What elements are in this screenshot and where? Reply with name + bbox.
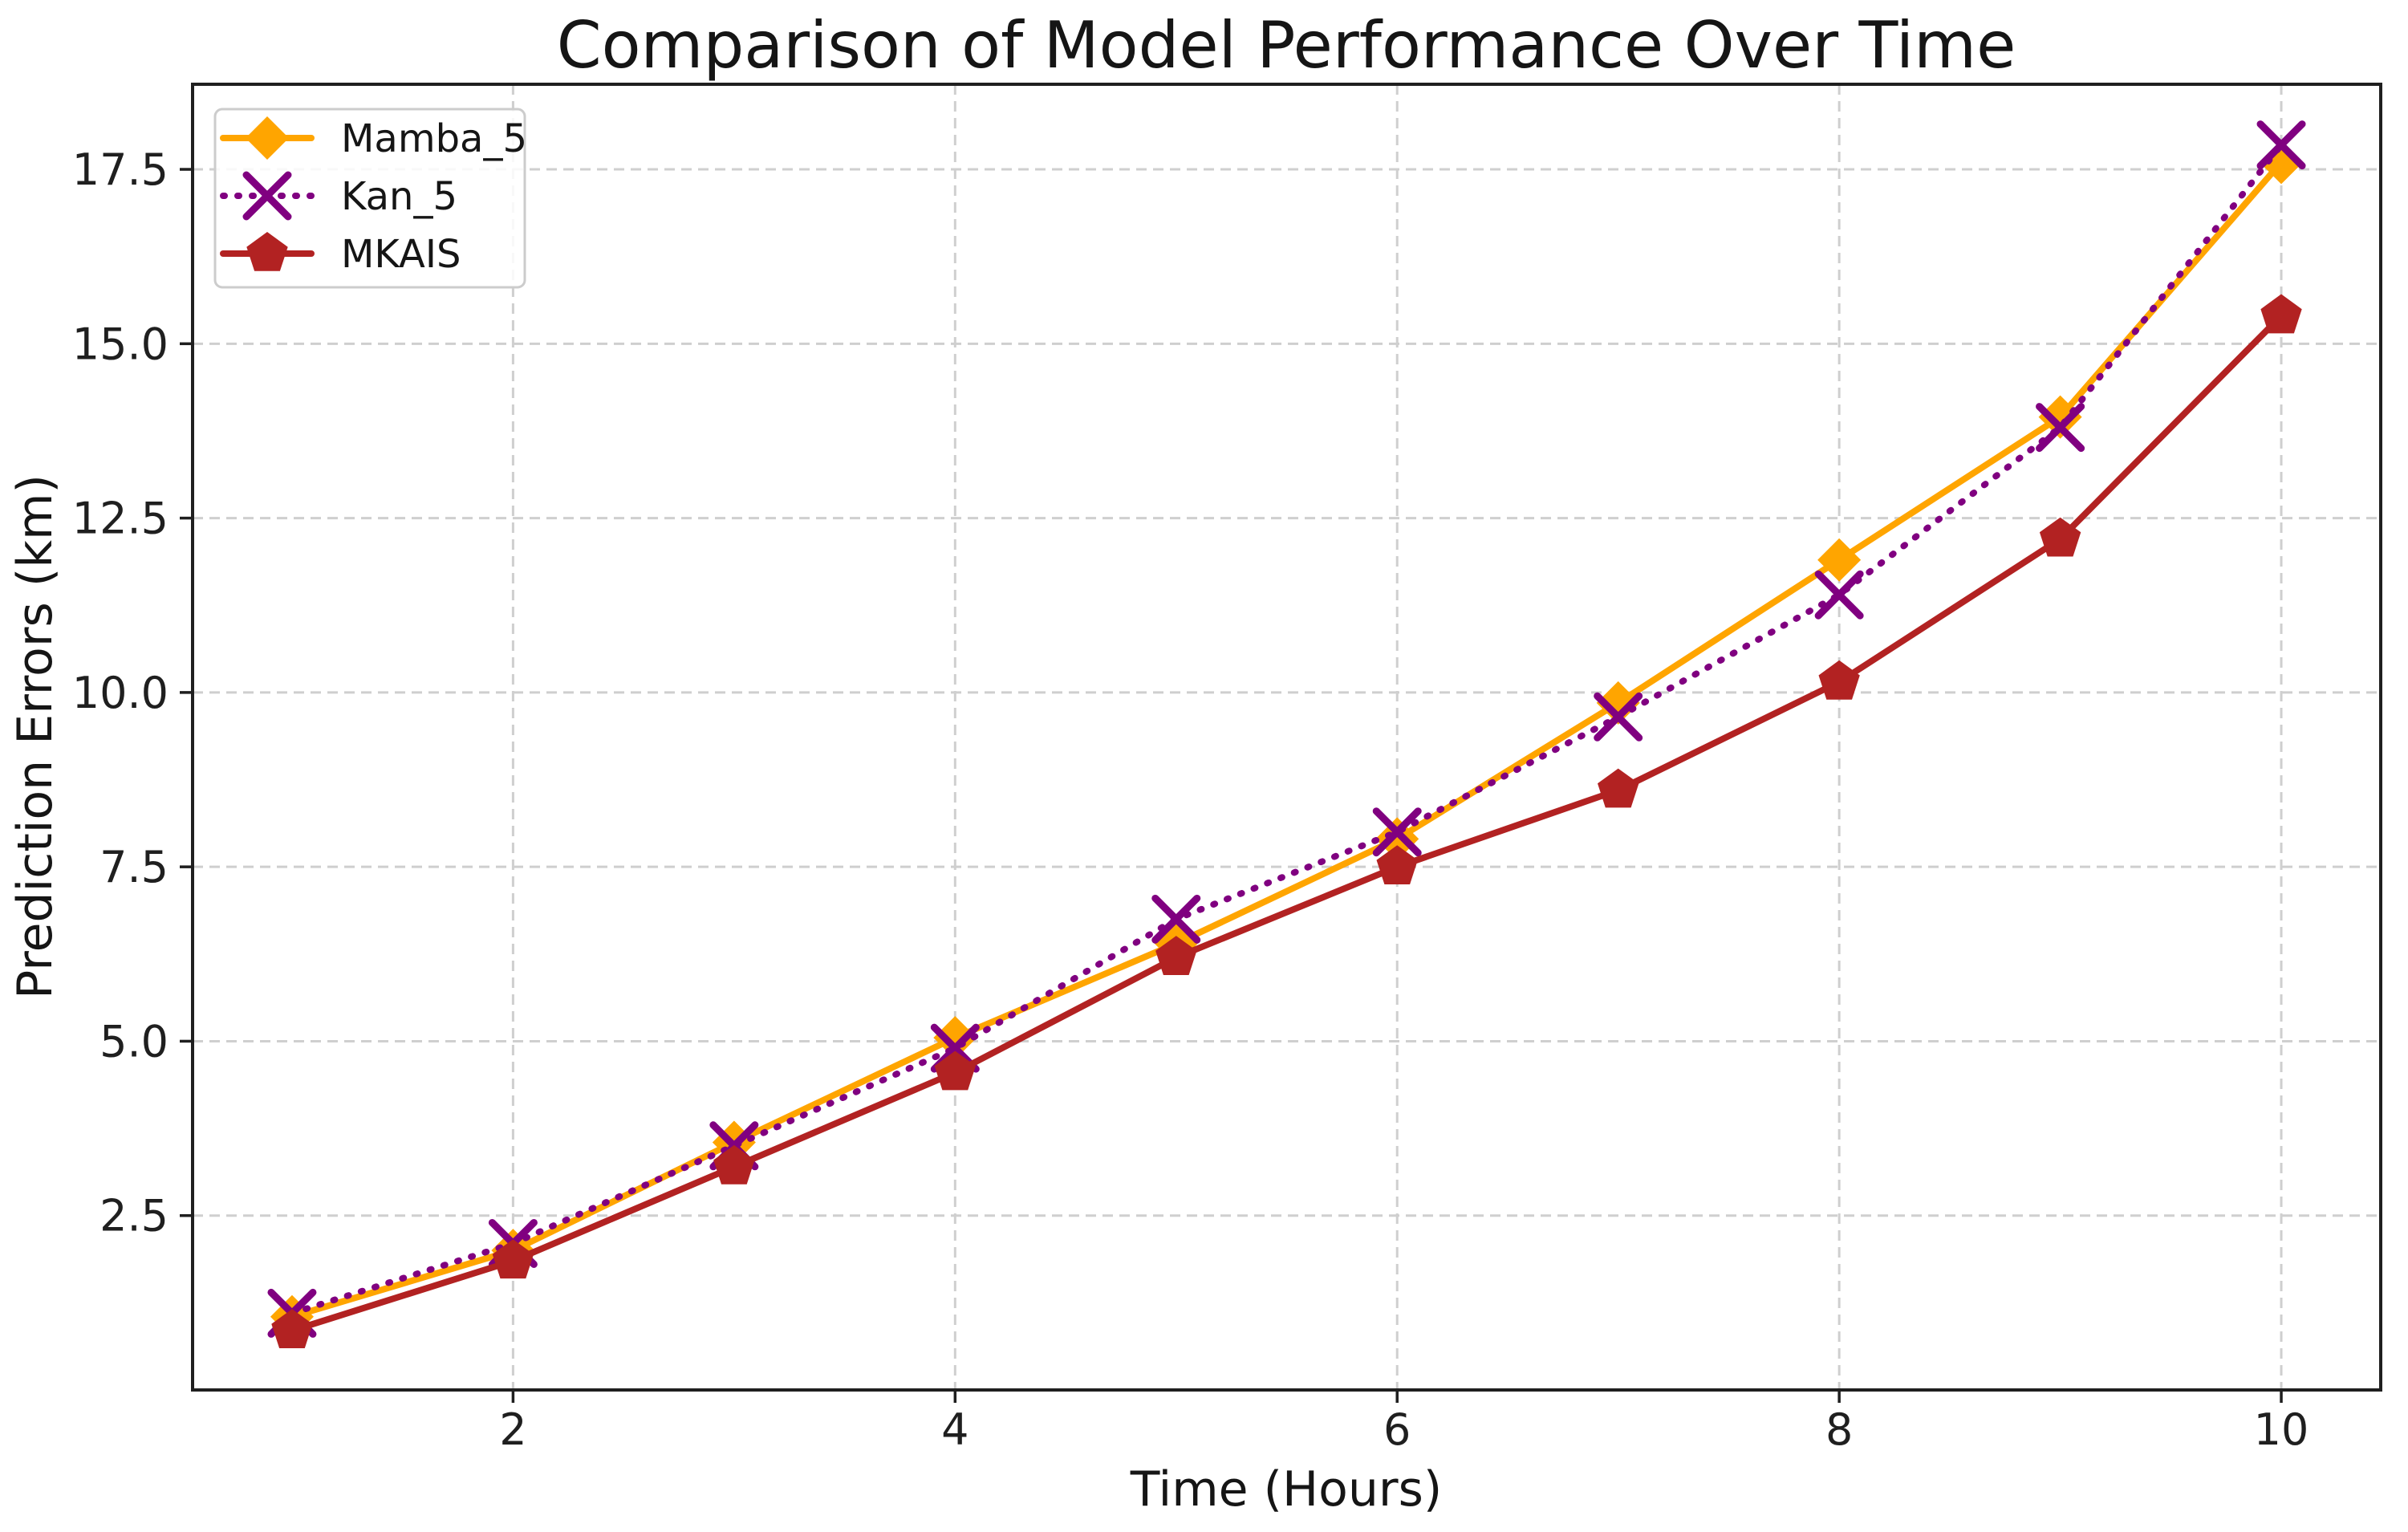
x-tick-label: 8 bbox=[1825, 1404, 1853, 1455]
x-tick-label: 2 bbox=[499, 1404, 526, 1455]
diamond-marker bbox=[933, 1016, 977, 1060]
axes-spine bbox=[191, 83, 2382, 1392]
pentagon-marker bbox=[1818, 660, 1860, 700]
grid-layer bbox=[193, 84, 2381, 1390]
x-axis-label: Time (Hours) bbox=[1130, 1461, 1443, 1518]
pentagon-marker bbox=[1598, 768, 1639, 808]
x-marker bbox=[1372, 807, 1422, 857]
diamond-marker bbox=[1817, 538, 1862, 582]
pentagon-marker bbox=[1376, 845, 1418, 884]
series-MKAIS bbox=[271, 294, 2302, 1348]
legend-box bbox=[213, 108, 526, 289]
y-tick-label: 5.0 bbox=[99, 1016, 169, 1067]
chart-title: Comparison of Model Performance Over Tim… bbox=[557, 8, 2016, 83]
legend-label: MKAIS bbox=[341, 232, 461, 277]
pentagon-marker bbox=[246, 232, 288, 271]
x-marker bbox=[242, 171, 292, 221]
ticks-layer: 2 4 6 8 10 2.5 5.0 7.5 10.0 12.5 15.0 17.5 bbox=[72, 144, 2309, 1455]
x-tick-label: 6 bbox=[1383, 1404, 1411, 1455]
diamond-marker bbox=[1596, 681, 1640, 725]
y-tick-label: 15.0 bbox=[72, 319, 169, 369]
series-line bbox=[289, 312, 2284, 1335]
y-axis-label: Prediction Errors (km) bbox=[7, 474, 63, 999]
y-tick-label: 12.5 bbox=[72, 494, 169, 544]
pentagon-marker bbox=[1155, 936, 1197, 975]
series-line bbox=[289, 159, 2284, 1320]
series-Mamba_5 bbox=[270, 140, 2304, 1339]
x-tick-label: 10 bbox=[2254, 1404, 2309, 1455]
legend-label: Kan_5 bbox=[341, 174, 457, 219]
diamond-marker bbox=[246, 116, 289, 160]
legend: Mamba_5 Kan_5 MKAIS bbox=[213, 108, 527, 289]
pentagon-marker bbox=[934, 1050, 976, 1091]
series-layer bbox=[267, 120, 2306, 1348]
pentagon-marker bbox=[2260, 294, 2302, 334]
legend-label: Mamba_5 bbox=[341, 116, 527, 161]
x-marker bbox=[1594, 692, 1643, 742]
x-marker bbox=[1151, 894, 1201, 944]
y-tick-label: 7.5 bbox=[99, 842, 169, 892]
pentagon-marker bbox=[492, 1239, 534, 1279]
diamond-marker bbox=[1375, 817, 1419, 861]
series-line bbox=[289, 141, 2284, 1317]
pentagon-marker bbox=[713, 1144, 755, 1185]
pentagon-marker bbox=[2039, 517, 2081, 557]
series-Kan_5 bbox=[267, 120, 2306, 1338]
x-marker bbox=[1814, 570, 1864, 620]
diamond-marker bbox=[2038, 395, 2082, 439]
y-tick-label: 10.0 bbox=[72, 668, 169, 718]
y-tick-label: 2.5 bbox=[99, 1191, 169, 1241]
x-marker bbox=[2256, 120, 2306, 170]
x-marker bbox=[2036, 403, 2085, 453]
pentagon-marker bbox=[271, 1309, 313, 1348]
x-tick-label: 4 bbox=[941, 1404, 968, 1455]
y-tick-label: 17.5 bbox=[72, 144, 169, 195]
